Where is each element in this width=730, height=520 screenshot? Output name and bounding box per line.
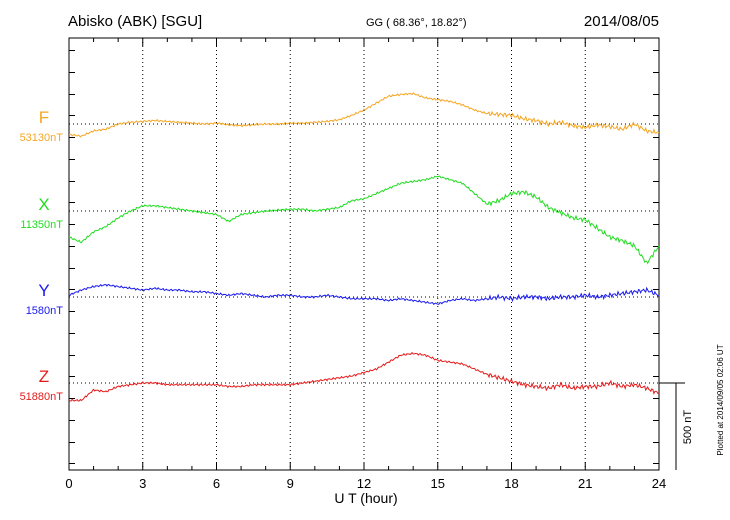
series-baseline-y: 1580nT (26, 305, 64, 317)
series-name-f: F (39, 108, 49, 127)
axis-ticks (68, 38, 660, 470)
x-tick-label: 21 (578, 476, 592, 491)
x-axis-label: U T (hour) (334, 490, 397, 506)
x-tick-labels: 0 3 6 9 12 15 18 21 24 (65, 476, 666, 491)
series-name-x: X (38, 195, 49, 214)
scale-bar-label: 500 nT (682, 410, 694, 445)
x-tick-label: 12 (357, 476, 371, 491)
date-label: 2014/08/05 (584, 13, 659, 30)
series-name-z: Z (39, 367, 49, 386)
scale-bar: 500 nT (659, 382, 694, 470)
series-line-x (68, 175, 660, 265)
series-labels: F 53130nT X 11350nT Y 1580nT Z 51880nT (20, 108, 64, 403)
series-name-y: Y (38, 281, 49, 300)
station-title: Abisko (ABK) [SGU] (68, 13, 202, 30)
series-layer (68, 92, 660, 402)
series-line-z (68, 351, 660, 402)
x-tick-label: 18 (504, 476, 518, 491)
x-tick-label: 0 (65, 476, 72, 491)
x-tick-label: 15 (431, 476, 445, 491)
coordinates-label: GG ( 68.36°, 18.82°) (366, 17, 467, 29)
plotted-at-note: Plotted at 2014/09/05 02:06 UT (716, 344, 725, 455)
series-baseline-z: 51880nT (20, 391, 64, 403)
series-line-f (68, 92, 660, 138)
series-baseline-x: 11350nT (20, 219, 63, 231)
grid-lines (69, 38, 659, 470)
series-baseline-f: 53130nT (20, 132, 64, 144)
series-line-y (68, 283, 660, 306)
x-tick-label: 9 (287, 476, 294, 491)
x-tick-label: 24 (652, 476, 666, 491)
x-tick-label: 3 (139, 476, 146, 491)
x-tick-label: 6 (213, 476, 220, 491)
